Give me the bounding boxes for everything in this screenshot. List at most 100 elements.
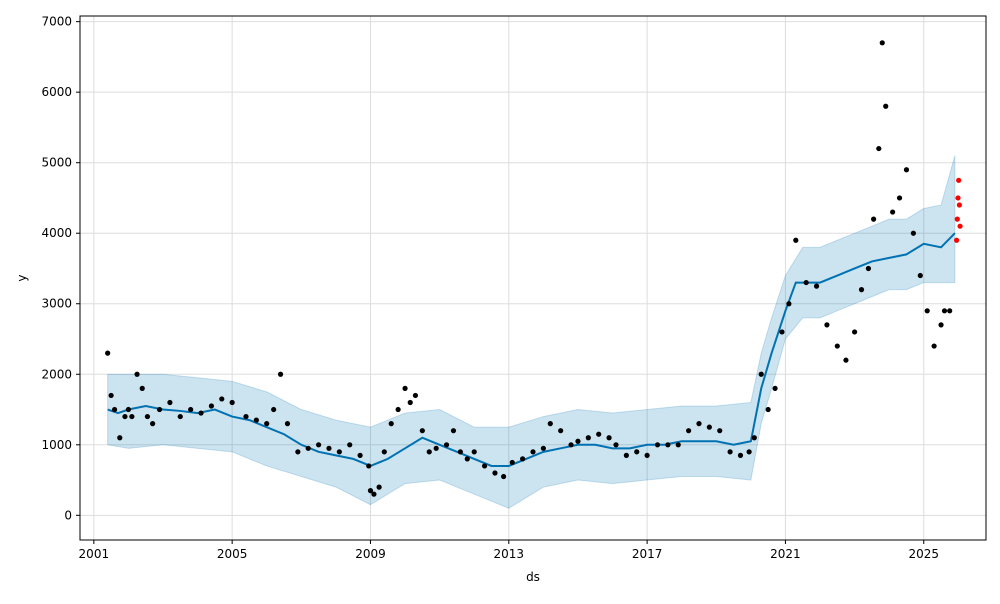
observed-point: [520, 456, 526, 462]
observed-point: [407, 399, 413, 406]
x-tick-label: 2005: [217, 547, 248, 561]
observed-point: [188, 406, 194, 413]
observed-point: [613, 442, 619, 448]
observed-point: [366, 463, 372, 469]
observed-point: [876, 145, 882, 152]
observed-point: [264, 421, 270, 427]
observed-point: [540, 445, 546, 451]
observed-point: [746, 449, 752, 455]
x-tick-label: 2017: [632, 547, 663, 561]
observed-point: [871, 216, 877, 222]
observed-point: [706, 424, 712, 430]
observed-point: [851, 329, 858, 335]
observed-point: [751, 435, 757, 441]
y-tick-label: 3000: [41, 297, 72, 311]
y-tick-label: 5000: [41, 156, 72, 170]
observed-point: [931, 343, 937, 349]
observed-point: [464, 456, 470, 462]
test-point: [955, 195, 961, 201]
observed-point: [219, 396, 225, 402]
observed-point: [865, 265, 872, 272]
observed-point: [139, 385, 145, 391]
observed-point: [395, 406, 401, 413]
plot-area-frame: [79, 15, 987, 541]
observed-point: [277, 371, 284, 377]
observed-point: [903, 167, 910, 173]
test-point: [954, 237, 960, 243]
observed-point: [122, 413, 128, 420]
observed-point: [509, 459, 515, 466]
observed-point: [144, 413, 151, 420]
y-axis-ticks: 0 1000 2000 3000 4000 5000 6000 7000: [41, 15, 80, 522]
observed-point: [813, 283, 820, 289]
observed-point: [772, 385, 778, 391]
observed-point: [896, 195, 903, 201]
x-tick-label: 2009: [355, 547, 386, 561]
test-point: [956, 177, 962, 183]
observed-point: [402, 385, 408, 391]
observed-point: [779, 329, 785, 335]
observed-point: [634, 449, 640, 455]
observed-point: [786, 301, 792, 307]
observed-point: [665, 442, 671, 448]
observed-point: [376, 484, 382, 490]
y-axis-label: y: [15, 274, 29, 281]
observed-point: [105, 350, 111, 356]
grid-layer: [80, 16, 986, 540]
observed-point: [433, 445, 439, 451]
test-point: [954, 216, 960, 222]
observed-point: [367, 488, 374, 494]
observed-point: [284, 421, 291, 427]
observed-point: [917, 272, 923, 279]
observed-point: [125, 406, 132, 413]
observed-point: [134, 371, 140, 377]
forecast-line-layer: [107, 232, 956, 468]
observed-point: [326, 445, 332, 451]
observed-point: [208, 403, 215, 409]
observed-point: [947, 308, 953, 314]
observed-point: [381, 449, 387, 455]
observed-point: [843, 357, 849, 363]
observed-point: [357, 452, 363, 458]
observed-point: [305, 445, 311, 451]
observed-point: [481, 463, 488, 469]
observed-point: [910, 230, 916, 236]
observed-point: [457, 449, 463, 455]
x-tick-label: 2013: [494, 547, 525, 561]
x-tick-label: 2025: [908, 547, 939, 561]
observed-point: [765, 406, 771, 413]
observed-point: [167, 399, 173, 406]
observed-point: [371, 491, 377, 497]
observed-point: [606, 435, 612, 441]
observed-point: [858, 287, 865, 293]
observed-point: [793, 237, 799, 243]
observed-point: [177, 413, 183, 420]
observed-point: [568, 442, 574, 448]
observed-point: [129, 413, 135, 420]
observed-point: [150, 421, 156, 427]
observed-point: [803, 279, 809, 286]
observed-point: [111, 406, 118, 413]
observed-point: [336, 449, 342, 455]
observed-point: [938, 322, 944, 328]
uncertainty-band-layer: [107, 155, 956, 509]
observed-point: [547, 421, 553, 427]
observed-point: [879, 40, 885, 46]
forecast-line: [107, 232, 956, 468]
y-tick-label: 7000: [41, 15, 72, 29]
observed-point: [834, 343, 840, 349]
observed-point: [644, 452, 650, 458]
observed-point: [492, 470, 498, 476]
observed-point: [686, 428, 692, 434]
observed-point: [271, 406, 277, 413]
observed-point: [824, 322, 830, 328]
observed-point: [596, 431, 602, 437]
observed-point: [412, 392, 419, 399]
observed-point: [108, 392, 114, 399]
observed-point: [941, 308, 948, 314]
test-points-layer: [954, 177, 963, 243]
observed-point: [426, 449, 432, 455]
uncertainty-band: [107, 155, 956, 509]
observed-point: [654, 442, 661, 448]
